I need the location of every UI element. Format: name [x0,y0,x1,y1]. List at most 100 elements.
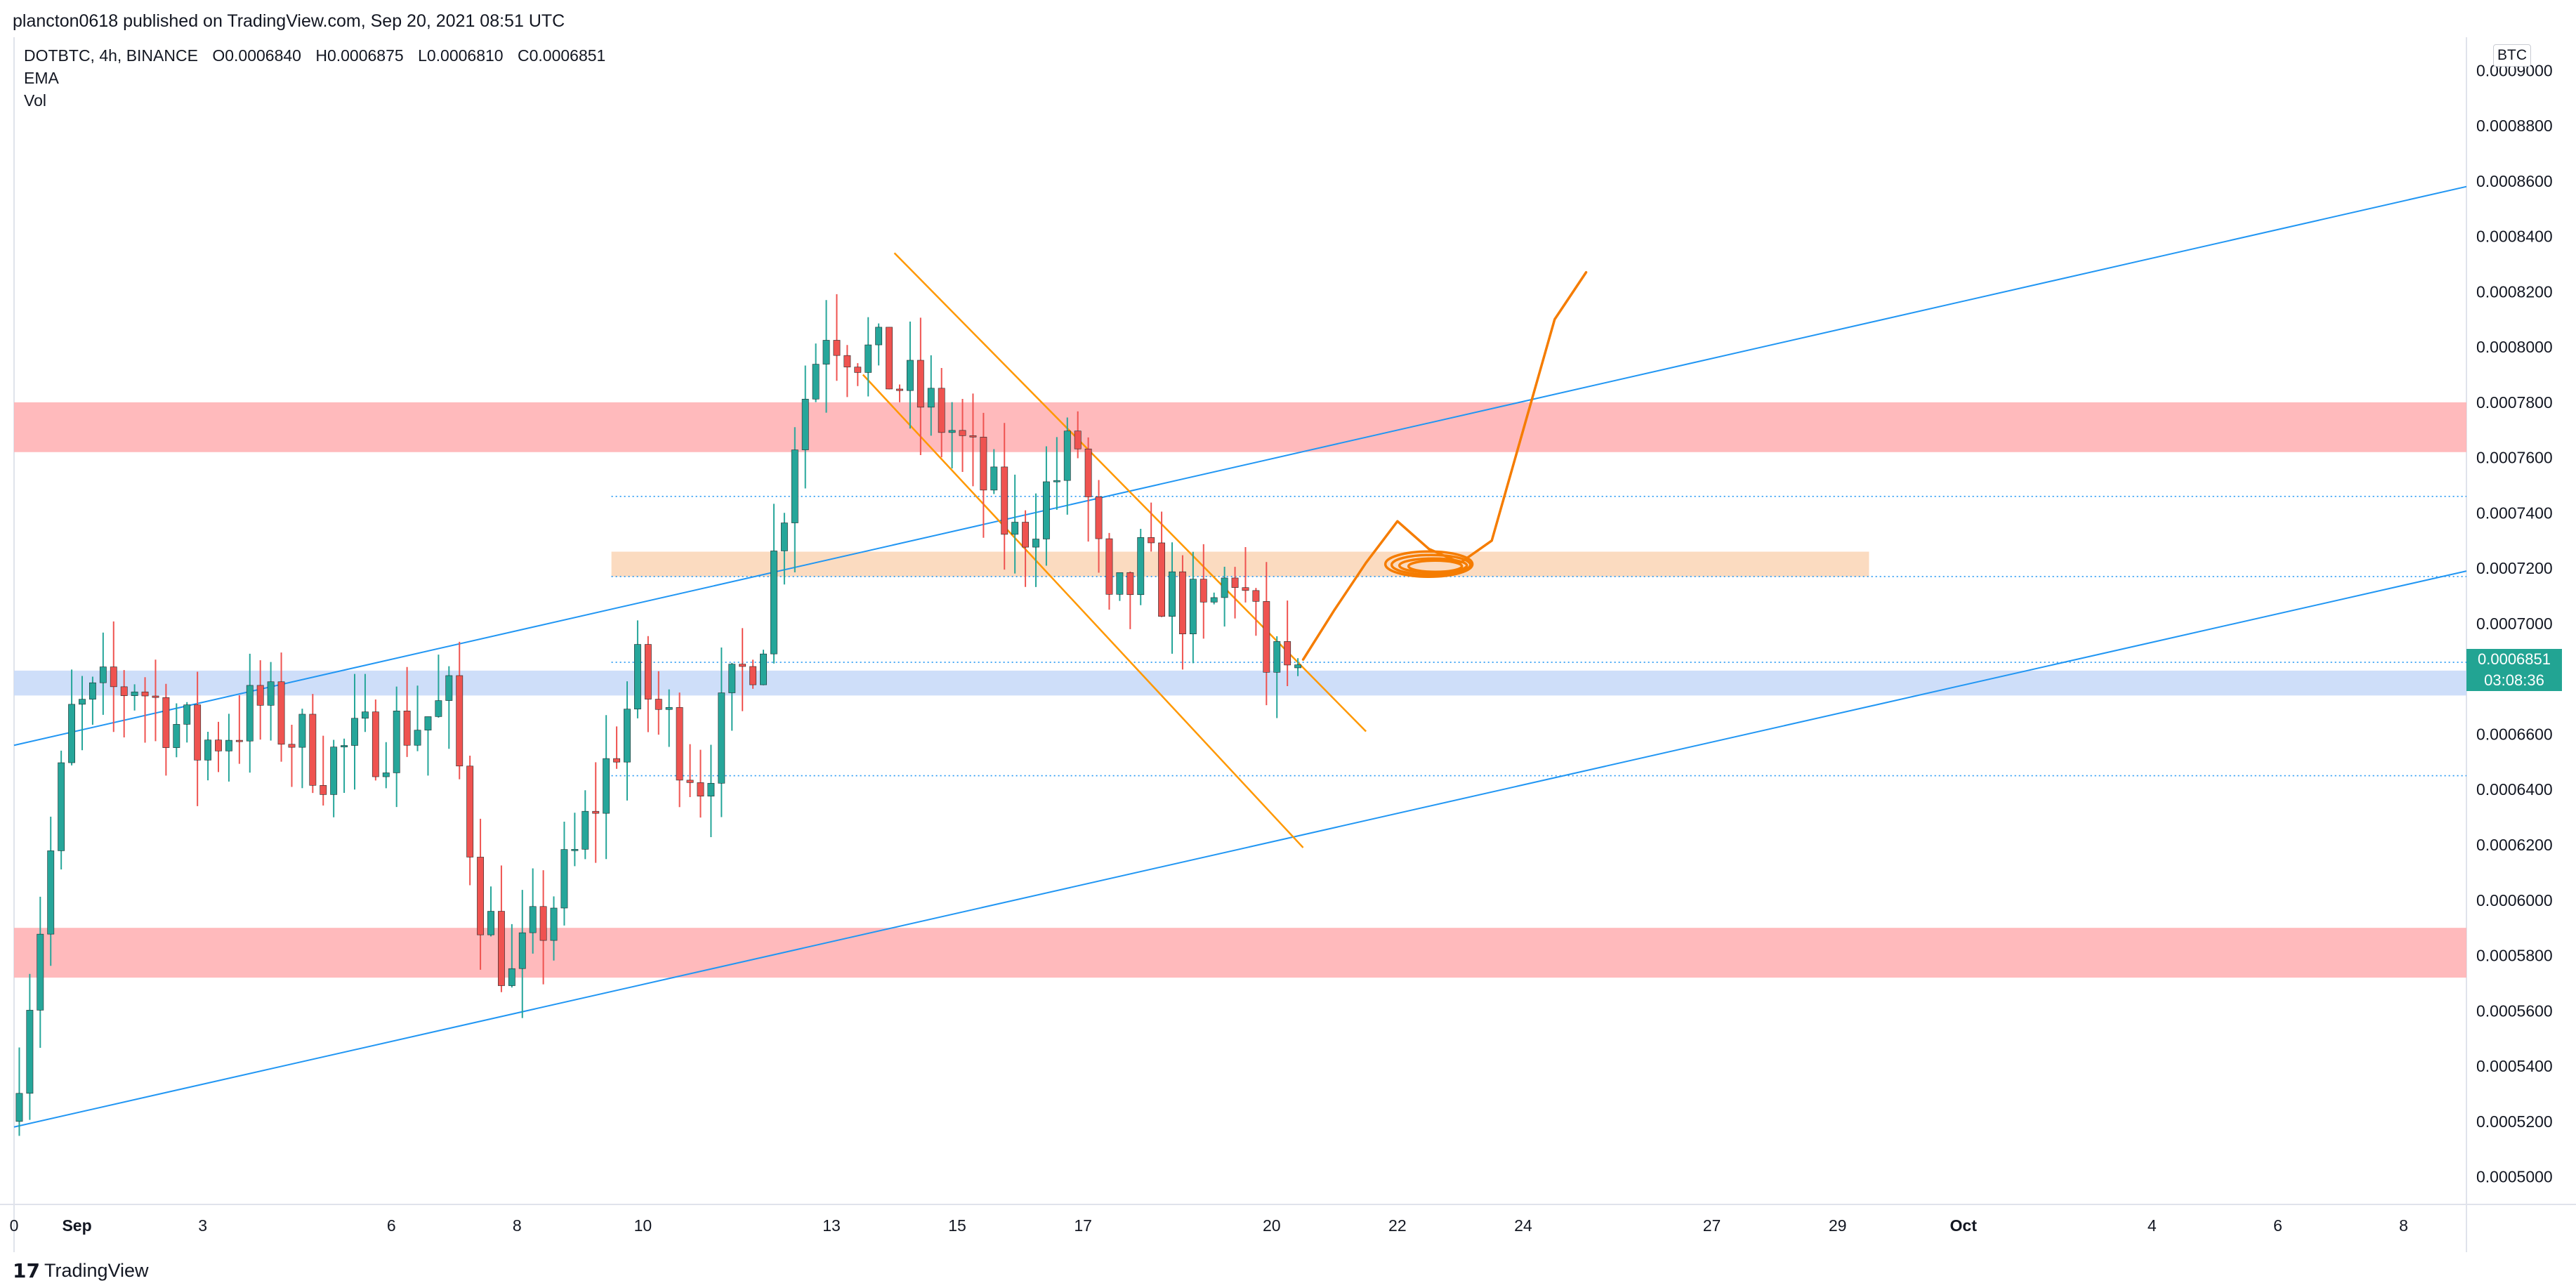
candle-up [791,449,799,523]
candle-up [529,906,537,933]
time-tick-label: 3 [198,1216,207,1235]
candle-down [152,695,159,698]
price-axis[interactable]: 0.00090000.00088000.00086000.00084000.00… [2476,61,2553,1185]
price-tick-label: 0.0005600 [2476,1001,2553,1020]
candle-up [1273,641,1281,673]
candle-down [1084,448,1092,497]
candle-up [560,849,568,909]
candle-up [581,810,589,850]
candle-down [497,911,505,986]
candle-down [288,744,296,748]
candle-down [959,430,966,436]
price-tick-label: 0.0007400 [2476,504,2553,522]
price-tick-label: 0.0008000 [2476,338,2553,356]
candle-up [204,740,212,761]
candle-up [550,907,558,941]
candle-up [298,714,306,748]
candle-down [235,740,243,742]
candle-up [1137,537,1145,596]
levels-layer [611,495,2466,777]
candle-up [330,747,338,795]
candle-up [718,692,725,784]
price-tick-label: 0.0005200 [2476,1112,2553,1131]
time-axis[interactable]: 0 Sep 3 6 8 10 13 15 17 20 22 24 27 29 Oct 4 6 8 [10,1216,2408,1235]
candle-down [372,711,379,777]
time-tick-label: Sep [62,1216,91,1235]
candle-up [1011,522,1019,535]
price-tick-label: 0.0007800 [2476,393,2553,412]
price-tick-label: 0.0008200 [2476,282,2553,301]
candle-up [1042,481,1050,539]
time-tick-label: 13 [822,1216,841,1235]
candle-up [770,551,777,655]
time-tick-label: 4 [2148,1216,2157,1235]
legend-ema[interactable]: EMA [24,69,59,87]
zone-support [14,670,2466,696]
candle-down [215,740,222,751]
candle-up [79,699,86,705]
candle-up [382,773,390,777]
target-circle [1407,559,1464,574]
candle-up [1053,480,1060,482]
price-tick-label: 0.0008600 [2476,172,2553,190]
tradingview-footer[interactable]: 𝟭𝟳 TradingView [13,1253,149,1288]
falling-channel-line-1 [862,374,1304,848]
zone-resistance-upper [14,402,2466,452]
projection-path [1301,271,1588,661]
candle-up [173,724,180,748]
target-circle [1390,553,1472,577]
candle-up [603,758,610,814]
legend-low: L0.0006810 [418,46,504,65]
candle-up [822,340,830,364]
time-tick-label: 8 [513,1216,522,1235]
candle-up [435,700,442,717]
legend-vol[interactable]: Vol [24,91,46,110]
price-tick-label: 0.0005000 [2476,1168,2553,1186]
candle-down [456,675,464,767]
candle-up [1210,597,1218,603]
candle-down [1252,590,1260,602]
time-tick-label: 20 [1263,1216,1281,1235]
candle-up [624,709,631,763]
candle-up [414,730,421,746]
candle-up [58,762,65,851]
price-tick-label: 0.0007000 [2476,615,2553,633]
price-chart[interactable]: 0.00090000.00088000.00086000.00084000.00… [0,37,2576,1252]
candle-up [246,685,254,742]
candle-down [592,810,600,814]
candle-down [854,367,862,373]
candle-up [728,664,736,693]
candle-up [665,707,673,710]
legend-open: O0.0006840 [212,46,301,65]
candle-up [801,398,809,450]
candle-down [843,355,851,367]
candle-down [194,704,202,761]
candle-down [1105,538,1113,595]
candle-up [948,430,956,433]
currency-badge[interactable]: BTC [2493,44,2531,67]
candle-up [760,653,767,685]
chart-borders [0,37,2576,1252]
candle-down [833,340,841,356]
candle-down [655,699,662,710]
legend-symbol[interactable]: DOTBTC, 4h, BINANCE [24,46,198,65]
falling-channel-line-0 [893,252,1367,732]
candle-down [403,711,411,746]
candle-down [613,758,621,763]
price-tick-label: 0.0005800 [2476,947,2553,965]
candles-layer [15,294,1302,1136]
time-tick-label: 6 [2273,1216,2282,1235]
candle-up [267,681,275,706]
candle-up [1169,571,1176,617]
candle-down [256,685,264,706]
candle-down [886,327,893,390]
candle-up [68,704,76,763]
candle-down [466,765,474,857]
price-tick-label: 0.0007600 [2476,449,2553,467]
candle-up [183,704,191,725]
candle-down [916,360,924,408]
tradingview-brand: TradingView [44,1259,149,1281]
chart-frame[interactable]: 0.0009000 0.0008800 0.0008600 0.0008400 0.00… [0,37,2576,1252]
price-tick-label: 0.0007200 [2476,559,2553,577]
candle-down [676,707,683,781]
